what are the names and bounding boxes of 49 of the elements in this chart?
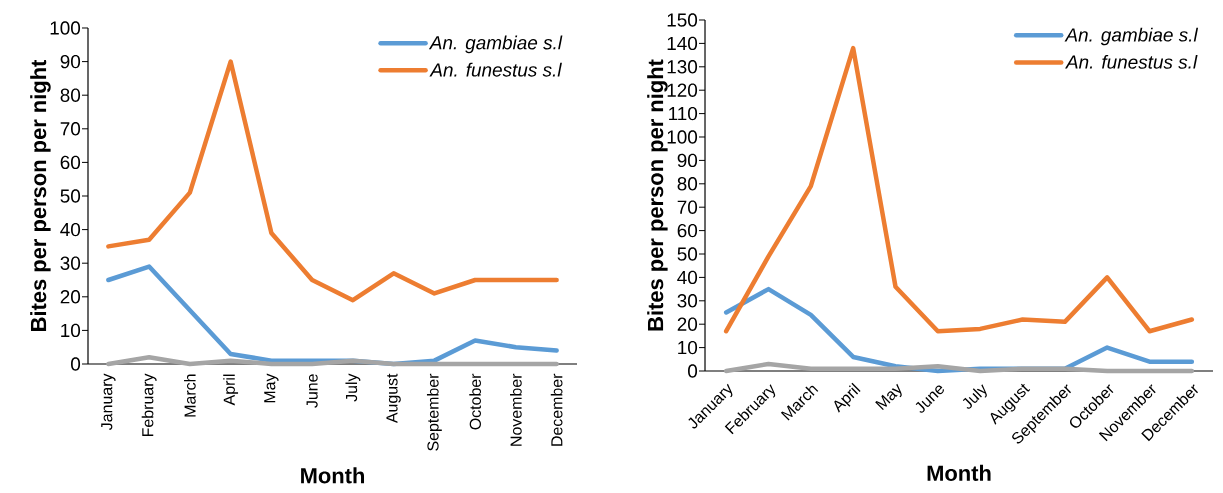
x-tick-label: November: [510, 373, 522, 446]
x-tick-label: March: [184, 374, 196, 417]
y-tick-label: 120: [667, 83, 698, 97]
x-axis-title: Month: [301, 467, 365, 484]
x-tick-label: April: [223, 374, 239, 406]
legend-label: An. gambiae s.l: [428, 35, 563, 54]
y-tick-label: 50: [677, 247, 698, 261]
y-tick-label: 90: [60, 54, 81, 69]
x-tick-label: September: [426, 373, 442, 451]
x-tick-label: December: [550, 373, 563, 446]
x-tick-label: June: [306, 374, 318, 408]
x-tick-label: July: [962, 384, 987, 409]
y-tick-label: 130: [667, 60, 698, 74]
y-tick-label: 90: [677, 153, 698, 168]
y-tick-label: 10: [61, 323, 81, 338]
y-tick-label: 150: [667, 13, 698, 27]
y-tick-label: 70: [60, 122, 81, 136]
y-tick-label: 30: [677, 294, 698, 308]
y-tick-label: 40: [677, 270, 698, 285]
legend-label: An. gambiae s.l: [1064, 27, 1199, 46]
x-tick-label: January: [101, 373, 116, 430]
y-tick-label: 80: [60, 88, 81, 102]
y-tick-label: 60: [677, 223, 698, 238]
x-tick-label: August: [386, 373, 401, 424]
legend-label: An. funestus s.l: [1065, 54, 1198, 69]
y-tick-label: 80: [677, 177, 698, 191]
y-tick-label: 110: [669, 106, 698, 121]
y-tick-label: 10: [678, 340, 698, 355]
y-tick-label: 20: [677, 317, 698, 331]
y-tick-label: 40: [60, 222, 81, 237]
x-tick-label: October: [469, 373, 481, 430]
x-tick-label: July: [345, 373, 361, 402]
x-tick-label: May: [875, 383, 902, 411]
y-tick-label: 0: [688, 364, 698, 378]
y-tick-label: 30: [60, 256, 81, 270]
y-tick-label: 50: [60, 189, 81, 203]
y-tick-label: 70: [677, 200, 698, 214]
y-tick-label: 0: [71, 357, 81, 371]
y-tick-label: 20: [60, 290, 81, 304]
y-axis-title: Bites per person per night: [647, 59, 668, 331]
x-tick-label: May: [264, 373, 279, 403]
legend-label: An. funestus s.l: [429, 62, 562, 77]
y-axis-title: Bites per person per night: [30, 59, 51, 331]
y-tick-label: 60: [60, 155, 81, 170]
y-tick-label: 100: [50, 21, 81, 35]
x-axis-title: Month: [927, 464, 991, 481]
y-tick-label: 140: [667, 36, 698, 51]
y-tick-label: 100: [667, 130, 698, 144]
x-tick-label: February: [141, 373, 157, 436]
